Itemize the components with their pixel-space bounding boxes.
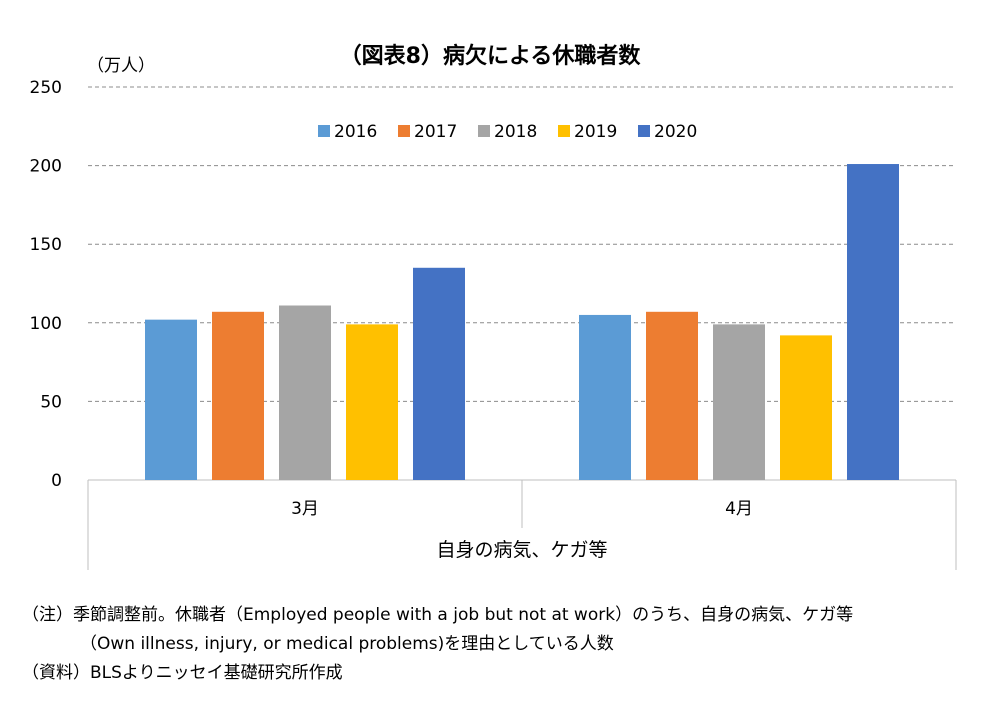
x-axis-group-label: 自身の病気、ケガ等 [436, 539, 607, 561]
bar-2020-1 [413, 267, 465, 480]
bar-2017-2 [646, 311, 698, 480]
y-axis-unit-label: （万人） [87, 56, 155, 76]
bar-2020-2 [847, 164, 899, 480]
footnote-definition: （Own illness, injury, or medical problem… [80, 634, 614, 654]
bar-2019-1 [346, 324, 398, 480]
legend-swatch-2018 [478, 125, 490, 137]
bar-2016-1 [145, 319, 197, 480]
legend-label-2018: 2018 [494, 122, 537, 142]
legend-label-2016: 2016 [334, 122, 377, 142]
legend-swatch-2019 [558, 125, 570, 137]
footnote-source: （資料）BLSよりニッセイ基礎研究所作成 [22, 663, 343, 683]
y-tick-label: 150 [30, 235, 62, 255]
y-tick-label: 50 [40, 392, 62, 412]
legend-swatch-2016 [318, 125, 330, 137]
legend-label-2019: 2019 [574, 122, 617, 142]
y-tick-label: 0 [51, 471, 62, 491]
x-tick-label: 4月 [725, 499, 753, 519]
chart-title: （図表8）病欠による休職者数 [340, 43, 642, 69]
legend-label-2017: 2017 [414, 122, 457, 142]
bar-2016-2 [579, 314, 631, 480]
legend-swatch-2017 [398, 125, 410, 137]
bar-2018-1 [279, 305, 331, 480]
x-tick-label: 3月 [291, 499, 319, 519]
bar-2018-2 [713, 324, 765, 480]
legend-swatch-2020 [638, 125, 650, 137]
bar-2017-1 [212, 311, 264, 480]
y-tick-label: 100 [30, 314, 62, 334]
footnote-note: （注）季節調整前。休職者（Employed people with a job … [22, 605, 854, 625]
bar-2019-2 [780, 335, 832, 480]
bar-chart: （図表8）病欠による休職者数 （万人） 0 50 100 150 200 250 3月 4月自身の… [30, 43, 957, 570]
y-tick-label: 250 [30, 78, 62, 98]
legend-label-2020: 2020 [654, 122, 697, 142]
y-tick-label: 200 [30, 157, 62, 177]
